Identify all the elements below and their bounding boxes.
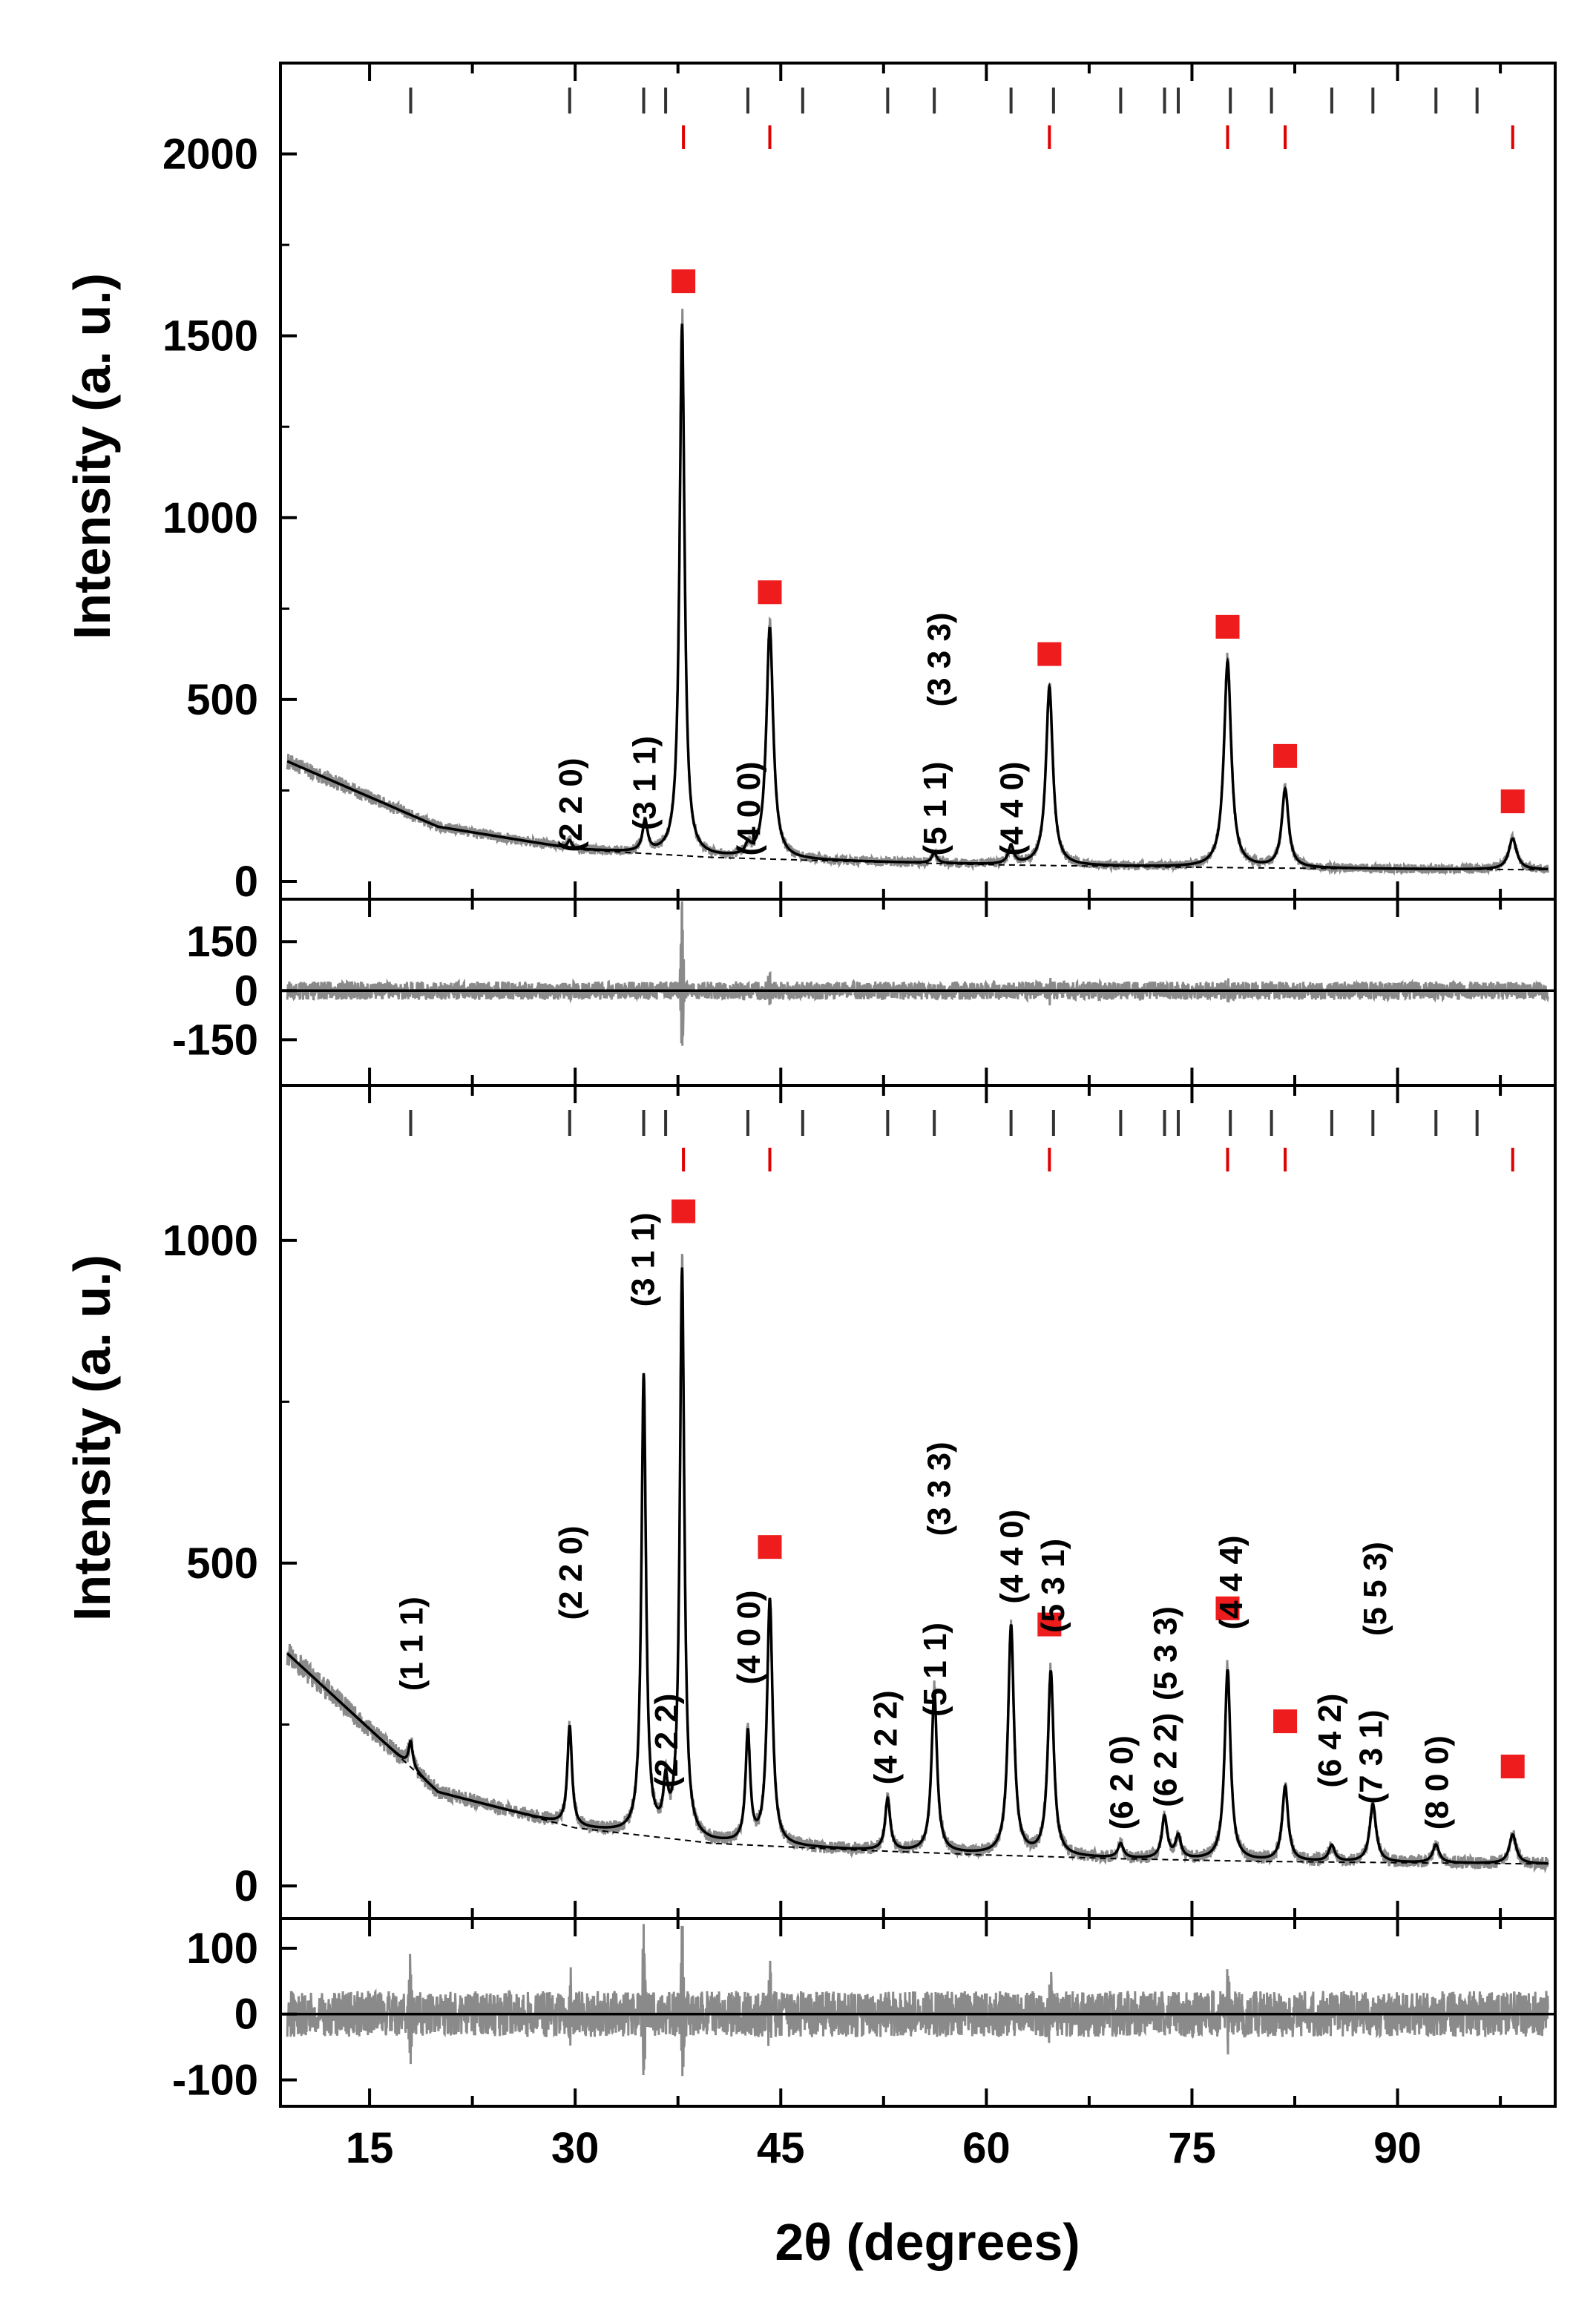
y-axis-label-upper: Intensity (a. u.): [63, 273, 121, 640]
hkl-label: (3 3 3): [922, 1442, 958, 1536]
hkl-label: (2 2 2): [648, 1694, 685, 1788]
calculated-curve-0: [286, 323, 1549, 871]
y-tick-label: 1500: [162, 312, 258, 361]
hkl-label: (5 1 1): [917, 761, 953, 855]
hkl-label: (5 3 3): [1148, 1606, 1184, 1700]
hkl-label: (6 4 2): [1312, 1694, 1348, 1788]
phase2-marker: [1215, 1596, 1240, 1620]
phase2-marker: [1215, 614, 1240, 639]
hkl-label: (5 1 1): [917, 1623, 953, 1717]
phase2-marker: [671, 269, 696, 294]
y-tick-label: 500: [186, 676, 258, 724]
reflection-marks: [409, 88, 1525, 1779]
y-tick-label: 500: [186, 1539, 258, 1588]
hkl-label: (3 1 1): [627, 736, 663, 830]
hkl-label: (1 1 1): [394, 1597, 430, 1691]
data-curves: [280, 309, 1555, 2077]
x-tick-label: 15: [346, 2124, 394, 2172]
y-tick-label: 1000: [162, 494, 258, 542]
hkl-label: (2 2 0): [553, 758, 589, 852]
y-axis-label-lower: Intensity (a. u.): [63, 1255, 121, 1621]
hkl-label: (8 0 0): [1419, 1735, 1455, 1830]
hkl-label: (4 4 0): [994, 1510, 1031, 1604]
hkl-label: (5 3 1): [1035, 1539, 1071, 1633]
phase2-marker: [758, 1535, 782, 1559]
phase2-marker: [1037, 642, 1062, 666]
phase2-marker: [1500, 789, 1525, 814]
y-tick-label: 2000: [162, 131, 258, 179]
hkl-label: (3 1 1): [625, 1212, 662, 1306]
hkl-label: (4 4 0): [994, 761, 1031, 855]
residual-curve-1: [286, 1924, 1549, 2077]
hkl-labels: (2 2 0) (3 1 1) (4 0 0) (5 1 1) (3 3 3) (4 4 …: [394, 612, 1456, 1830]
y-tick-label: 0: [234, 1862, 258, 1910]
x-tick-label: 75: [1168, 2124, 1216, 2172]
phase2-marker: [1037, 1612, 1062, 1637]
hkl-label: (7 3 1): [1353, 1709, 1390, 1804]
axes: 05001000150020001500-150050010001000-100…: [162, 62, 1557, 2172]
phase2-marker: [1273, 1709, 1298, 1734]
hkl-label: (6 2 2): [1148, 1713, 1184, 1807]
y-tick-label: 0: [234, 858, 258, 906]
residual-y-tick-label: -100: [172, 2056, 258, 2104]
background-curve-1: [286, 1652, 1549, 1865]
phase2-marker: [1500, 1755, 1525, 1779]
x-tick-label: 45: [757, 2124, 805, 2172]
calculated-curve-1: [286, 1267, 1549, 1865]
x-tick-label: 30: [551, 2124, 600, 2172]
residual-y-tick-label: 150: [186, 918, 258, 966]
hkl-label: (6 2 0): [1103, 1735, 1140, 1830]
residual-curve-0: [286, 901, 1549, 1046]
phase2-marker: [671, 1199, 696, 1223]
hkl-label: (4 2 2): [868, 1690, 904, 1784]
hkl-label: (4 4 4): [1213, 1535, 1249, 1629]
hkl-label: (3 3 3): [922, 612, 958, 706]
hkl-label: (4 0 0): [731, 761, 767, 855]
x-tick-label: 60: [962, 2124, 1011, 2172]
residual-frame-1: [279, 1917, 1557, 2108]
hkl-label: (5 5 3): [1357, 1542, 1393, 1636]
observed-curve-1: [286, 1253, 1549, 1874]
y-tick-label: 1000: [162, 1217, 258, 1265]
residual-y-tick-label: -150: [172, 1016, 258, 1064]
x-axis-label: 2θ (degrees): [775, 2213, 1080, 2271]
phase2-marker: [758, 580, 782, 605]
residual-y-tick-label: 0: [234, 1991, 258, 2039]
x-tick-label: 90: [1373, 2124, 1422, 2172]
residual-y-tick-label: 100: [186, 1925, 258, 1973]
hkl-label: (4 0 0): [731, 1590, 767, 1684]
phase2-marker: [1273, 743, 1298, 768]
residual-y-tick-label: 0: [234, 967, 258, 1015]
hkl-label: (2 2 0): [553, 1525, 589, 1620]
